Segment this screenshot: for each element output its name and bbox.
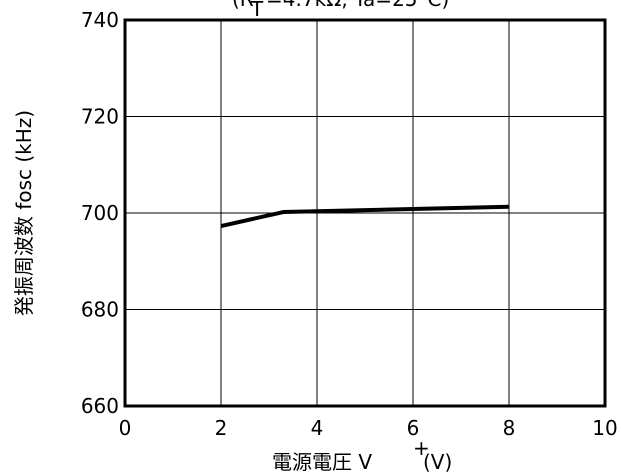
y-tick-label: 680 <box>81 298 119 322</box>
x-tick-label: 6 <box>407 416 420 440</box>
y-axis-title: 発振周波数 fosc (kHz) <box>12 110 36 316</box>
grid <box>125 20 605 406</box>
y-tick-label: 720 <box>81 105 119 129</box>
x-axis-title-unit: (V) <box>423 450 452 474</box>
x-tick-label: 0 <box>119 416 132 440</box>
series-group <box>220 204 510 228</box>
x-tick-labels: 0 2 4 6 8 10 <box>119 416 618 440</box>
x-tick-label: 10 <box>592 416 617 440</box>
chart-title: (R <box>232 0 254 11</box>
x-axis-title: 電源電圧 V <box>272 450 372 474</box>
chart-title-subscript: T <box>250 0 264 21</box>
x-axis-title-superscript: + <box>413 436 430 460</box>
y-tick-labels: 660 680 700 720 740 <box>81 8 119 418</box>
y-tick-label: 660 <box>81 394 119 418</box>
x-tick-label: 4 <box>311 416 324 440</box>
chart-title-rest: =4.7kΩ, Ta=25°C) <box>266 0 449 11</box>
plot-frame <box>123 18 607 408</box>
series-line <box>220 204 510 228</box>
y-tick-label: 700 <box>81 201 119 225</box>
x-tick-label: 8 <box>503 416 516 440</box>
y-tick-label: 740 <box>81 8 119 32</box>
x-tick-label: 2 <box>215 416 228 440</box>
